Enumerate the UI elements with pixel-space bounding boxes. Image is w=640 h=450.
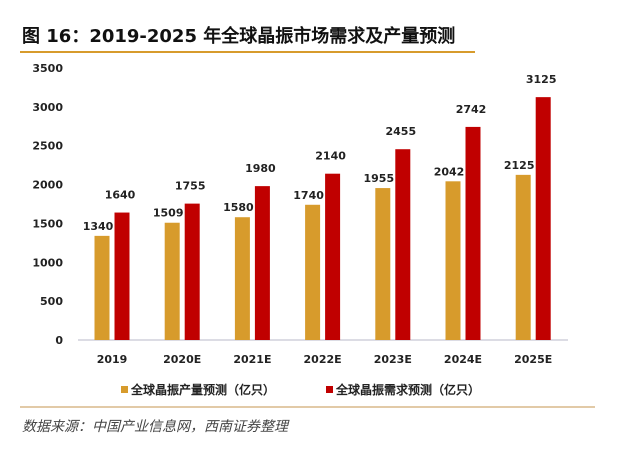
x-tick-label: 2021E <box>233 353 271 366</box>
bar-demand <box>114 212 130 340</box>
bars: 1340 1640 1509 1755 1580 1980 1740 2140 1955 2455… <box>83 73 557 341</box>
y-tick-label: 2500 <box>32 140 63 153</box>
data-label-production: 1740 <box>293 189 324 202</box>
legend-swatch-demand <box>326 386 333 393</box>
bar-production <box>94 235 110 340</box>
y-tick-label: 1000 <box>32 256 63 269</box>
bar-production <box>375 188 391 340</box>
data-label-production: 2125 <box>504 159 535 172</box>
bar-production <box>234 217 250 340</box>
x-tick-label: 2024E <box>444 353 482 366</box>
bar-production <box>305 204 321 340</box>
data-label-demand: 1640 <box>105 189 136 202</box>
y-tick-label: 1500 <box>32 217 63 230</box>
data-label-demand: 2742 <box>456 103 487 116</box>
data-label-production: 1580 <box>223 201 254 214</box>
legend-swatch-production <box>121 386 128 393</box>
x-tick-label: 2022E <box>304 353 342 366</box>
y-tick-label: 500 <box>40 295 63 308</box>
y-tick-label: 3500 <box>32 62 63 75</box>
data-label-demand: 3125 <box>526 73 557 86</box>
x-tick-label: 2025E <box>514 353 552 366</box>
data-label-demand: 1755 <box>175 180 206 193</box>
legend-label-production: 全球晶振产量预测（亿只） <box>130 382 275 397</box>
data-label-demand: 1980 <box>245 162 276 175</box>
y-tick-label: 2000 <box>32 179 63 192</box>
bar-demand <box>465 126 481 340</box>
legend-label-demand: 全球晶振需求预测（亿只） <box>335 382 480 397</box>
x-tick-label: 2020E <box>163 353 201 366</box>
legend: 全球晶振产量预测（亿只） 全球晶振需求预测（亿只） <box>121 382 480 397</box>
x-tick-label: 2019 <box>97 353 128 366</box>
data-label-production: 1955 <box>363 172 394 185</box>
data-label-production: 1340 <box>83 220 114 233</box>
data-label-production: 2042 <box>434 165 465 178</box>
chart-title: 图 16：2019-2025 年全球晶振市场需求及产量预测 <box>22 25 455 47</box>
y-tick-label: 0 <box>55 334 63 347</box>
bar-production <box>164 222 180 340</box>
data-label-demand: 2455 <box>385 125 416 138</box>
bar-production <box>445 181 461 340</box>
bar-demand <box>254 186 270 340</box>
data-label-production: 1509 <box>153 207 184 220</box>
y-axis: 0 500 1000 1500 2000 2500 3000 3500 <box>32 62 63 347</box>
bar-demand <box>184 203 200 340</box>
bar-demand <box>325 173 341 340</box>
bar-demand <box>535 97 551 341</box>
source-note: 数据来源：中国产业信息网，西南证券整理 <box>22 419 290 435</box>
bar-production <box>515 174 531 340</box>
data-label-demand: 2140 <box>315 150 346 163</box>
x-axis: 2019 2020E 2021E 2022E 2023E 2024E 2025E <box>97 353 553 366</box>
bar-demand <box>395 149 411 340</box>
y-tick-label: 3000 <box>32 101 63 114</box>
x-tick-label: 2023E <box>374 353 412 366</box>
